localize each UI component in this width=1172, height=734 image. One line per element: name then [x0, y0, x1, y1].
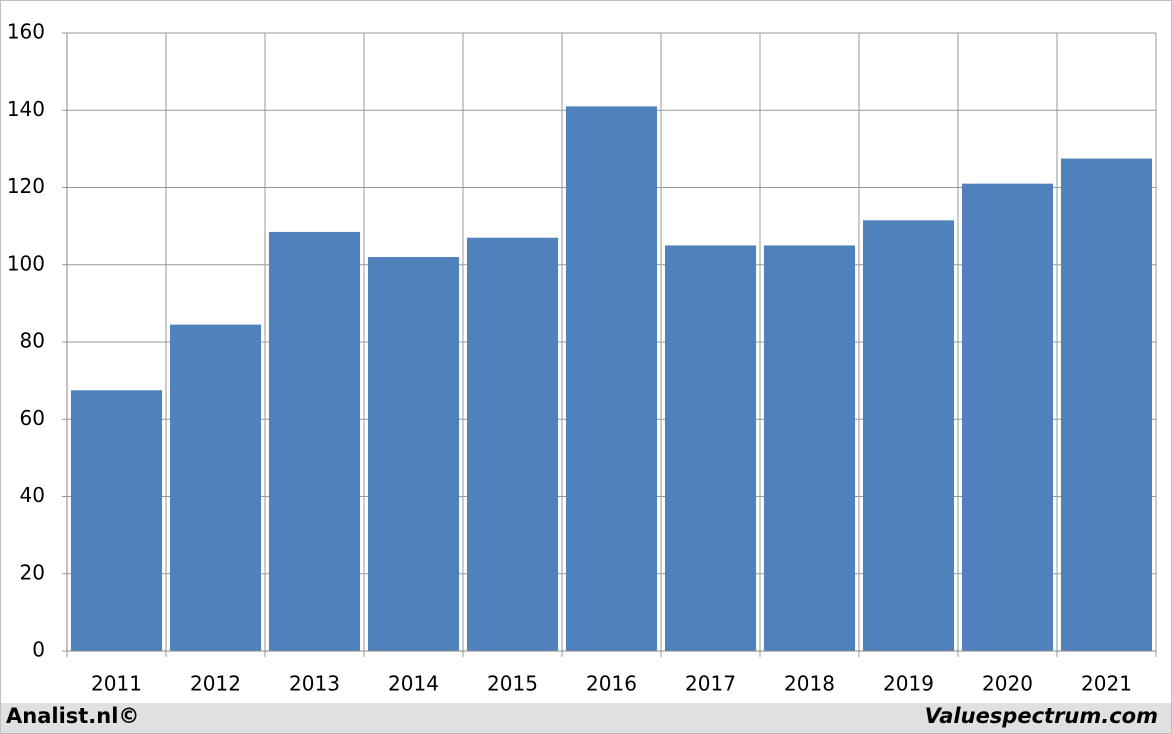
- y-tick-label: 160: [7, 20, 45, 44]
- y-tick-label: 100: [7, 251, 45, 275]
- x-tick-label: 2012: [190, 672, 241, 696]
- bar: [466, 237, 559, 651]
- x-tick-label: 2016: [586, 672, 637, 696]
- x-tick-label: 2015: [487, 672, 538, 696]
- footer-left: Analist.nl©: [6, 704, 139, 728]
- bar: [862, 220, 955, 652]
- x-tick-label: 2019: [883, 672, 934, 696]
- y-tick-label: 20: [20, 560, 45, 584]
- y-tick-label: 140: [7, 97, 45, 121]
- bar: [1060, 158, 1153, 651]
- x-tick-label: 2020: [982, 672, 1033, 696]
- bar: [565, 106, 658, 651]
- x-tick-label: 2014: [388, 672, 439, 696]
- y-tick-label: 60: [20, 406, 45, 430]
- x-tick-label: 2021: [1081, 672, 1132, 696]
- y-tick-label: 120: [7, 174, 45, 198]
- bar: [169, 324, 262, 651]
- footer-band: [1, 703, 1171, 733]
- bar: [763, 245, 856, 651]
- y-tick-label: 0: [32, 638, 45, 662]
- footer-right: Valuespectrum.com: [925, 704, 1158, 728]
- bar: [70, 390, 163, 651]
- x-tick-label: 2018: [784, 672, 835, 696]
- bar: [268, 231, 361, 651]
- bar: [664, 245, 757, 651]
- y-tick-label: 40: [20, 483, 45, 507]
- y-tick-label: 80: [20, 329, 45, 353]
- bar: [367, 257, 460, 651]
- x-tick-label: 2011: [91, 672, 142, 696]
- x-tick-label: 2013: [289, 672, 340, 696]
- bar: [961, 183, 1054, 651]
- x-tick-label: 2017: [685, 672, 736, 696]
